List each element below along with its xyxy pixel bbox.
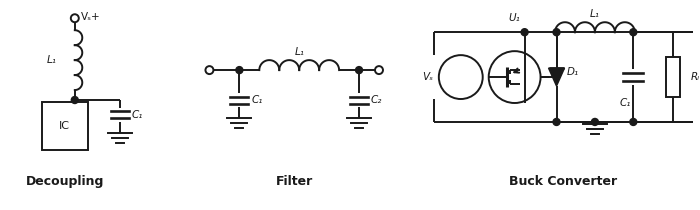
Text: C₂: C₂ bbox=[371, 95, 382, 105]
Circle shape bbox=[71, 97, 78, 104]
Circle shape bbox=[553, 118, 560, 125]
Circle shape bbox=[553, 29, 560, 36]
Text: Buck Converter: Buck Converter bbox=[510, 175, 617, 188]
Text: Filter: Filter bbox=[276, 175, 313, 188]
Polygon shape bbox=[549, 68, 564, 86]
Circle shape bbox=[630, 118, 637, 125]
Text: L₁: L₁ bbox=[47, 55, 57, 65]
Text: C₁: C₁ bbox=[620, 98, 631, 108]
Text: D₁: D₁ bbox=[566, 67, 579, 77]
Bar bbox=[666, 57, 680, 97]
Circle shape bbox=[630, 29, 637, 36]
Circle shape bbox=[236, 67, 243, 74]
Text: U₁: U₁ bbox=[509, 13, 521, 23]
Circle shape bbox=[356, 67, 363, 74]
Text: Vₛ: Vₛ bbox=[422, 72, 433, 82]
Text: C₁: C₁ bbox=[132, 110, 143, 120]
Text: L₁: L₁ bbox=[590, 9, 600, 19]
Circle shape bbox=[521, 29, 528, 36]
Bar bbox=[42, 102, 88, 150]
Circle shape bbox=[592, 118, 598, 125]
Text: Vₛ+: Vₛ+ bbox=[80, 12, 100, 22]
Text: L₁: L₁ bbox=[294, 47, 304, 57]
Text: C₁: C₁ bbox=[251, 95, 262, 105]
Text: IC: IC bbox=[60, 121, 70, 131]
Text: Decoupling: Decoupling bbox=[26, 175, 104, 188]
Text: Rₗ: Rₗ bbox=[691, 72, 700, 82]
